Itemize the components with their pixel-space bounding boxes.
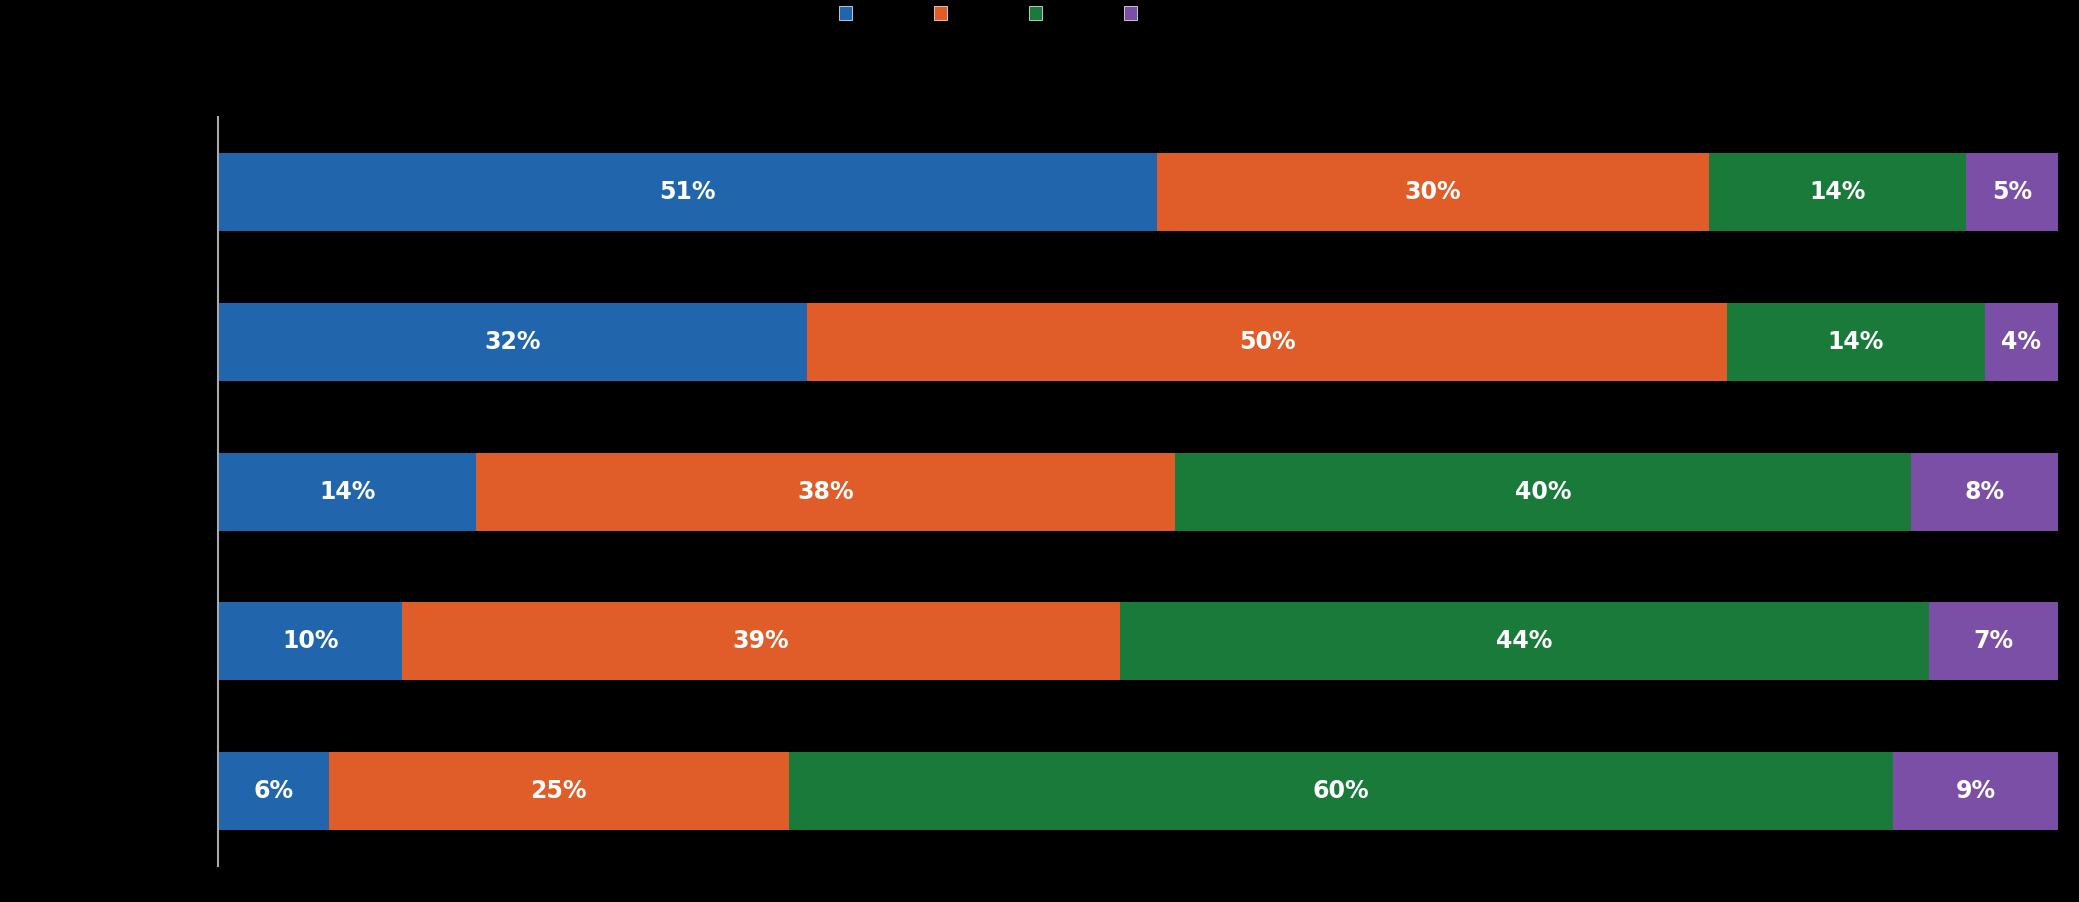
Bar (1156, 153, 1709, 231)
Text: 5%: 5% (1992, 180, 2033, 204)
Bar (1911, 453, 2058, 530)
Bar (328, 752, 788, 830)
Bar (1967, 153, 2058, 231)
Text: 40%: 40% (1516, 480, 1572, 503)
Bar (218, 603, 401, 680)
Text: 8%: 8% (1965, 480, 2004, 503)
Bar (218, 153, 1156, 231)
Text: 50%: 50% (1239, 330, 1295, 354)
Bar (218, 453, 476, 530)
Text: 10%: 10% (283, 630, 339, 653)
Text: 6%: 6% (254, 779, 293, 803)
Bar (788, 752, 1892, 830)
Bar (218, 303, 807, 381)
Text: 7%: 7% (1973, 630, 2015, 653)
Bar (401, 603, 1121, 680)
Bar (1892, 752, 2058, 830)
Text: 14%: 14% (1809, 180, 1865, 204)
Bar (476, 453, 1175, 530)
Bar (1728, 303, 1985, 381)
Bar (1985, 303, 2058, 381)
Text: 14%: 14% (318, 480, 376, 503)
Text: 51%: 51% (659, 180, 715, 204)
Bar (1709, 153, 1967, 231)
Bar (807, 303, 1728, 381)
Text: 25%: 25% (530, 779, 586, 803)
Text: 32%: 32% (484, 330, 541, 354)
Legend: , , , : , , , (832, 0, 1150, 30)
Text: 38%: 38% (796, 480, 854, 503)
Bar (1121, 603, 1929, 680)
Text: 60%: 60% (1312, 779, 1368, 803)
Text: 14%: 14% (1827, 330, 1884, 354)
Text: 39%: 39% (732, 630, 790, 653)
Bar (1175, 453, 1911, 530)
Text: 44%: 44% (1497, 630, 1553, 653)
Bar (1929, 603, 2058, 680)
Bar (218, 752, 328, 830)
Text: 4%: 4% (2002, 330, 2042, 354)
Text: 9%: 9% (1956, 779, 1996, 803)
Text: 30%: 30% (1403, 180, 1462, 204)
